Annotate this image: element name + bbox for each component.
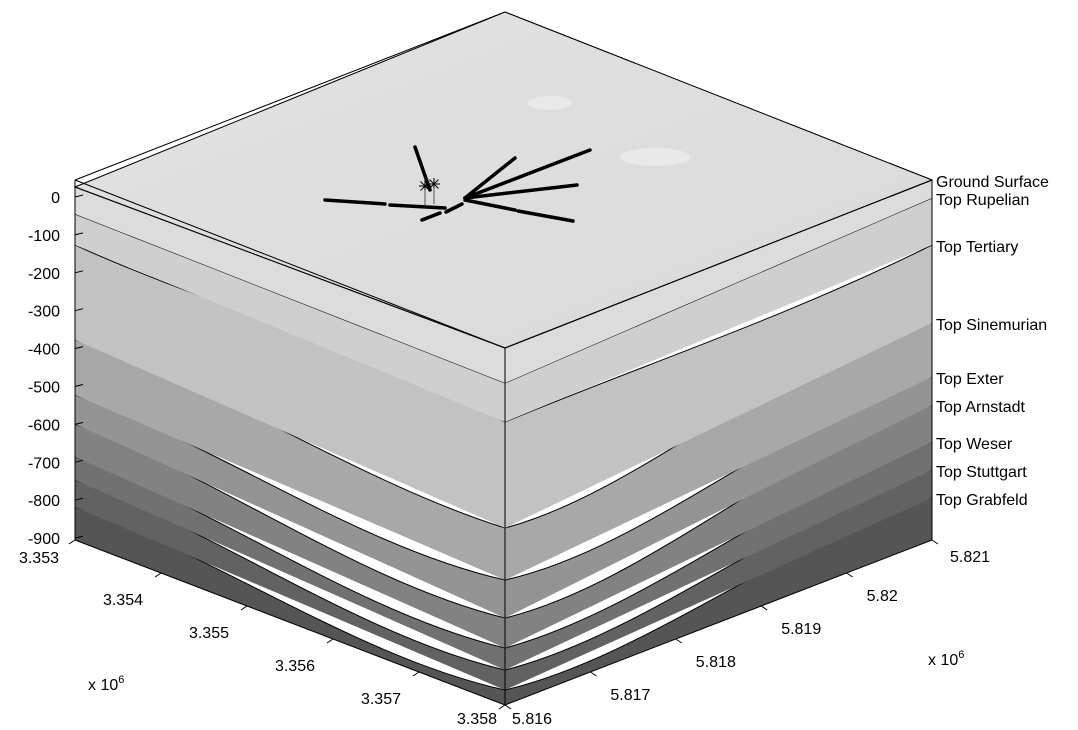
y-tick xyxy=(504,704,512,710)
z-tick-label: -900 xyxy=(28,531,60,548)
z-tick xyxy=(74,232,84,236)
z-tick xyxy=(74,459,84,463)
z-tick xyxy=(74,421,84,425)
y-tick-label: 5.816 xyxy=(512,711,552,728)
layer-slab xyxy=(75,377,932,618)
x-tick xyxy=(240,605,248,611)
box-front xyxy=(74,179,933,706)
y-tick xyxy=(931,539,939,545)
y-axis: 5.816 5.817 5.818 5.819 5.82 5.821 xyxy=(504,539,990,728)
layer-label: Top Sinemurian xyxy=(936,317,1047,334)
layer-label: Top Arnstadt xyxy=(936,399,1026,416)
x-tick xyxy=(68,539,76,545)
z-tick-label: -600 xyxy=(28,417,60,434)
z-tick xyxy=(74,535,84,539)
layer-slab xyxy=(75,245,932,528)
z-tick xyxy=(74,497,84,501)
y-tick-label: 5.82 xyxy=(867,588,898,605)
z-tick-label: -800 xyxy=(28,493,60,510)
x-tick-label: 3.356 xyxy=(275,658,315,675)
layer-label: Top Grabfeld xyxy=(936,492,1028,509)
z-axis: 0 -100 -200 -300 -400 -500 -600 -700 -800 -900 xyxy=(28,190,84,548)
layer-label: Top Rupelian xyxy=(936,192,1029,209)
x-tick-label: 3.353 xyxy=(19,550,59,567)
z-tick-label: -200 xyxy=(28,266,60,283)
surface-highlight xyxy=(528,96,572,110)
x-tick xyxy=(412,671,420,677)
layer-surfaces xyxy=(73,11,934,705)
x-tick xyxy=(326,638,334,644)
z-tick xyxy=(74,270,84,274)
z-tick-label: -500 xyxy=(28,380,60,397)
x-axis: 3.353 3.354 3.355 3.356 3.357 3.358 xyxy=(19,539,506,728)
layer-slab xyxy=(75,498,932,705)
y-exponent-label: x 106 xyxy=(928,649,964,669)
z-tick xyxy=(74,308,84,312)
well-heads xyxy=(419,178,440,205)
y-tick xyxy=(846,572,853,578)
y-tick xyxy=(760,605,768,611)
z-tick-label: -100 xyxy=(28,228,60,245)
layer-slab xyxy=(75,405,932,648)
layer-slab xyxy=(75,323,932,580)
x-tick-label: 3.357 xyxy=(361,691,401,708)
x-tick xyxy=(154,572,162,578)
z-tick-label: -700 xyxy=(28,455,60,472)
z-tick-label: -300 xyxy=(28,304,60,321)
y-tick xyxy=(675,638,683,644)
layer-label: Top Weser xyxy=(936,436,1013,453)
layer-label: Ground Surface xyxy=(936,174,1049,191)
x-tick-label: 3.358 xyxy=(457,711,497,728)
z-tick-label: -400 xyxy=(28,342,60,359)
surface-highlight xyxy=(620,148,690,166)
x-tick-label: 3.354 xyxy=(103,592,143,609)
layer-label: Top Exter xyxy=(936,371,1004,388)
y-tick-label: 5.818 xyxy=(696,654,736,671)
z-tick xyxy=(74,194,84,198)
z-tick xyxy=(74,346,84,350)
x-tick-label: 3.355 xyxy=(189,625,229,642)
layer-label: Top Tertiary xyxy=(936,239,1018,256)
z-tick xyxy=(74,384,84,387)
layer-slab xyxy=(75,198,932,422)
x-tick xyxy=(498,704,506,710)
z-tick-label: 0 xyxy=(51,190,60,207)
well-head-asterisk xyxy=(428,178,440,190)
y-tick-label: 5.817 xyxy=(610,687,650,704)
y-tick-label: 5.821 xyxy=(950,549,990,566)
y-tick-label: 5.819 xyxy=(781,621,821,638)
layer-label: Top Stuttgart xyxy=(936,464,1027,481)
x-exponent-label: x 106 xyxy=(88,674,124,694)
y-tick xyxy=(590,671,597,677)
